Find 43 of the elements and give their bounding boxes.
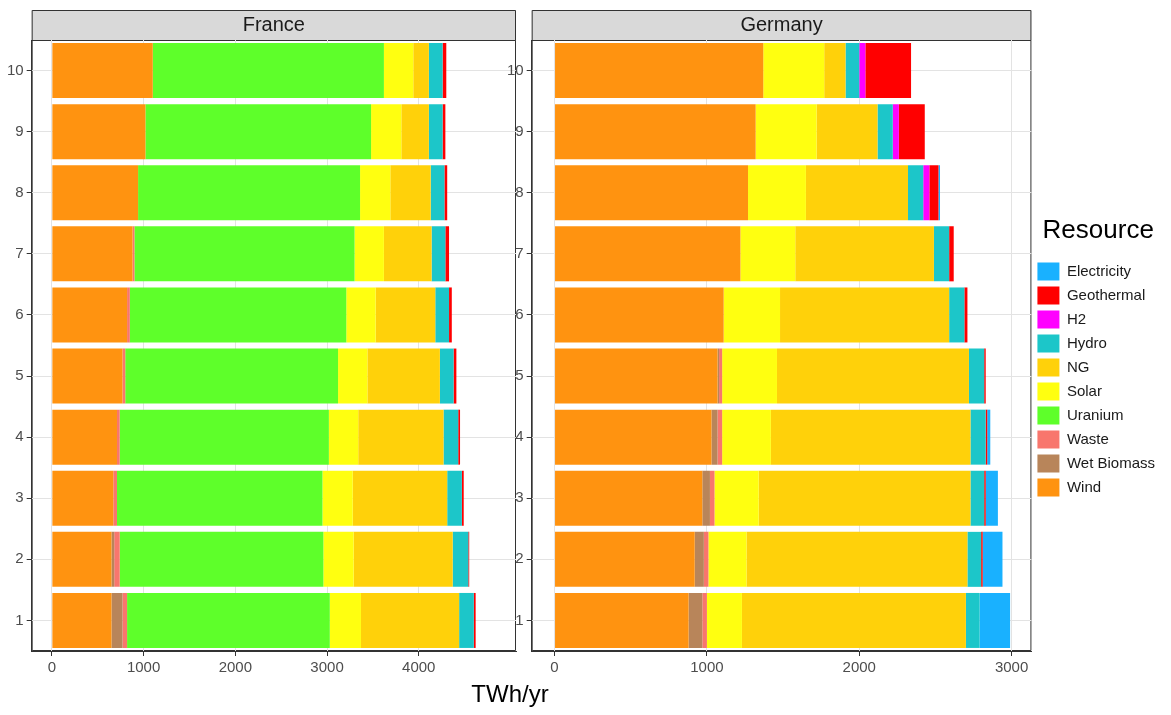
legend-label: Electricity [1066, 261, 1132, 279]
y-tick-label: 10 [507, 60, 524, 78]
legend-title: Resource [1042, 213, 1154, 244]
y-tick-label: 5 [15, 366, 24, 384]
x-axis-title: TWh/yr [470, 680, 550, 708]
y-tick-label: 7 [15, 243, 24, 261]
x-tick-label: 0 [47, 658, 57, 676]
legend-label: NG [1066, 357, 1090, 375]
y-tick-label: 3 [515, 488, 524, 506]
legend-label: Wind [1066, 477, 1102, 495]
legend-label: Hydro [1066, 333, 1107, 351]
y-tick-label: 8 [15, 182, 24, 200]
x-tick-label: 1000 [126, 658, 161, 676]
y-tick-label: 2 [515, 549, 524, 567]
chart-title: Germany [740, 12, 823, 35]
y-tick-label: 3 [15, 488, 24, 506]
y-tick-label: 8 [515, 182, 524, 200]
x-tick-label: 3000 [994, 658, 1029, 676]
legend-label: Wet Biomass [1066, 453, 1156, 471]
chart-title: France [242, 12, 305, 35]
legend-label: Geothermal [1066, 285, 1146, 303]
legend-label: Solar [1066, 381, 1102, 399]
y-tick-label: 9 [15, 121, 24, 139]
y-tick-label: 10 [7, 60, 24, 78]
y-tick-label: 2 [15, 549, 24, 567]
y-tick-label: 7 [515, 243, 524, 261]
legend-label: Uranium [1066, 405, 1124, 423]
x-tick-label: 2000 [218, 658, 252, 676]
x-tick-label: 0 [550, 658, 559, 676]
y-tick-label: 5 [515, 366, 524, 384]
legend-label: H2 [1066, 309, 1087, 327]
legend-label: Waste [1066, 429, 1109, 447]
y-tick-label: 9 [515, 121, 524, 139]
x-tick-label: 2000 [842, 658, 876, 676]
y-tick-label: 1 [15, 610, 24, 628]
x-tick-label: 4000 [402, 658, 436, 676]
y-tick-label: 6 [15, 305, 24, 323]
y-tick-label: 1 [515, 610, 524, 628]
y-tick-label: 4 [515, 427, 524, 445]
x-tick-label: 1000 [690, 658, 724, 676]
x-tick-label: 3000 [310, 658, 344, 676]
y-tick-label: 6 [515, 305, 524, 323]
y-tick-label: 4 [15, 427, 24, 445]
